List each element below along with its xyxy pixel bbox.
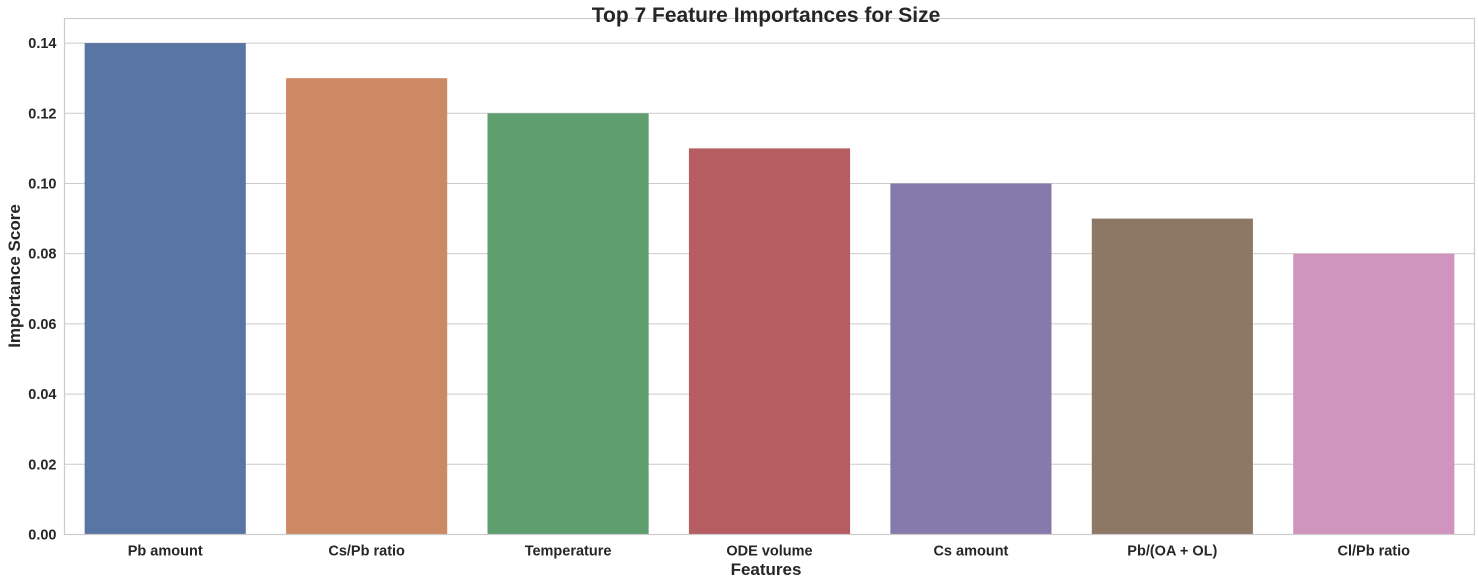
bar-cs-amount xyxy=(890,183,1052,535)
y-tick-label: 0.06 xyxy=(28,317,56,333)
bar-cs-pb-ratio xyxy=(286,78,448,535)
x-tick-label: Pb amount xyxy=(128,544,203,560)
y-tick-label: 0.08 xyxy=(28,247,56,263)
x-tick-label: Cs amount xyxy=(933,544,1008,560)
x-tick-label: Cs/Pb ratio xyxy=(328,544,405,560)
y-tick-label: 0.10 xyxy=(28,176,56,192)
plot-frame xyxy=(63,17,1476,536)
y-tick-labels: 0.00 0.02 0.04 0.06 0.08 0.10 0.12 0.14 xyxy=(28,36,56,543)
x-axis-label: Features xyxy=(731,560,802,579)
chart-title: Top 7 Feature Importances for Size xyxy=(592,4,941,27)
x-tick-label: Temperature xyxy=(525,544,612,560)
y-axis-label: Importance Score xyxy=(5,204,24,348)
y-tick-label: 0.02 xyxy=(28,457,56,473)
bar-pb-amount xyxy=(84,43,246,535)
y-tick-label: 0.14 xyxy=(28,36,56,52)
y-tick-label: 0.00 xyxy=(28,528,56,544)
x-tick-label: Pb/(OA + OL) xyxy=(1127,544,1217,560)
bar-temperature xyxy=(487,113,649,535)
y-tick-label: 0.04 xyxy=(28,387,56,403)
bar-cl-pb-ratio xyxy=(1293,253,1455,535)
x-tick-labels: Pb amount Cs/Pb ratio Temperature ODE volum… xyxy=(128,544,1410,560)
x-tick-label: Cl/Pb ratio xyxy=(1338,544,1411,560)
bar-pb-oa-ol xyxy=(1091,218,1253,535)
y-tick-label: 0.12 xyxy=(28,106,56,122)
bar-ode-volume xyxy=(688,148,851,535)
bars xyxy=(84,43,1455,535)
x-tick-label: ODE volume xyxy=(726,544,812,560)
